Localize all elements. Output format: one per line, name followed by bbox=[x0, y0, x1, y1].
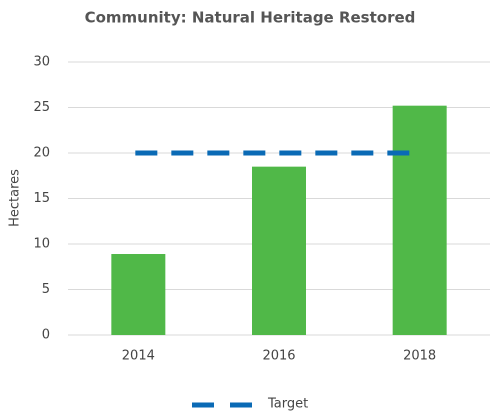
y-axis-label: Hectares bbox=[8, 169, 23, 227]
bar bbox=[111, 254, 166, 335]
y-tick-label: 25 bbox=[33, 100, 50, 115]
chart-title: Community: Natural Heritage Restored bbox=[85, 9, 416, 27]
y-tick-label: 5 bbox=[42, 282, 50, 297]
bar bbox=[252, 166, 306, 335]
y-tick-label: 10 bbox=[33, 237, 50, 252]
y-tick-label: 0 bbox=[42, 328, 50, 343]
y-tick-label: 15 bbox=[33, 191, 50, 206]
x-tick-label: 2018 bbox=[403, 349, 436, 364]
bar bbox=[392, 105, 447, 336]
x-tick-label: 2016 bbox=[262, 349, 295, 364]
y-tick-label: 20 bbox=[33, 146, 50, 161]
y-tick-label: 30 bbox=[33, 55, 50, 70]
legend-label: Target bbox=[267, 397, 308, 412]
x-tick-label: 2014 bbox=[122, 349, 155, 364]
